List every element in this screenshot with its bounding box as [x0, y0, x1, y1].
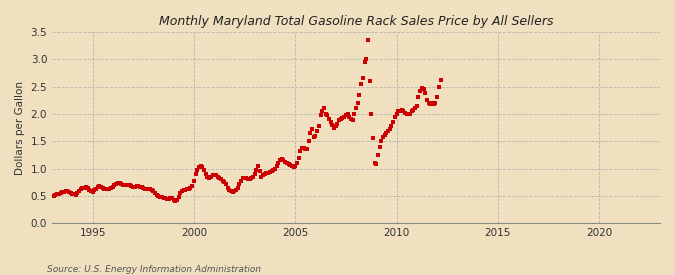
- Y-axis label: Dollars per Gallon: Dollars per Gallon: [15, 81, 25, 175]
- Text: Source: U.S. Energy Information Administration: Source: U.S. Energy Information Administ…: [47, 265, 261, 274]
- Title: Monthly Maryland Total Gasoline Rack Sales Price by All Sellers: Monthly Maryland Total Gasoline Rack Sal…: [159, 15, 554, 28]
